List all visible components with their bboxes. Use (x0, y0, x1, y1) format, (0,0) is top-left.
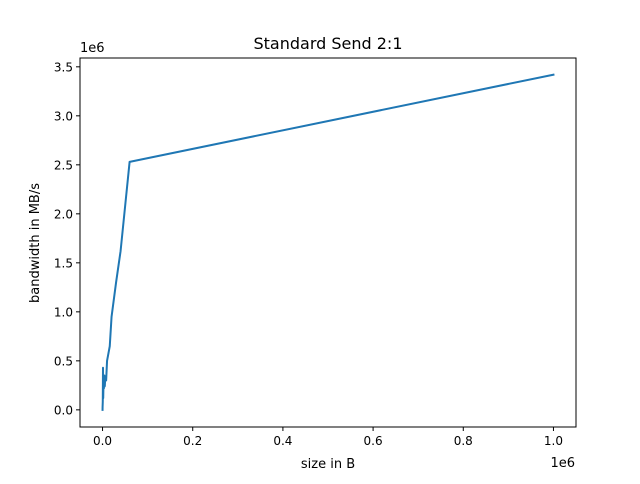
plot-frame (79, 57, 577, 428)
x-axis-label: size in B (301, 457, 355, 472)
axis-ticks: 0.0 0.2 0.4 0.6 0.8 1.0 0.0 0.5 1.0 1.5 2.0 2.5 3.0 3… (54, 60, 563, 448)
x-tick-label: 0.0 (93, 434, 112, 448)
y-tick-label: 3.5 (54, 60, 73, 74)
plot-area (79, 57, 577, 428)
y-tick-label: 2.0 (54, 207, 73, 221)
y-axis-label: bandwidth in MB/s (28, 183, 43, 303)
x-tick-label: 0.4 (273, 434, 292, 448)
chart-title: Standard Send 2:1 (253, 34, 402, 53)
y-tick-label: 3.0 (54, 109, 73, 123)
y-tick-label: 2.5 (54, 158, 73, 172)
y-tick-label: 0.5 (54, 354, 73, 368)
x-tick-label: 0.8 (454, 434, 473, 448)
series-line-0 (101, 73, 555, 411)
y-tick-label: 1.0 (54, 305, 73, 319)
y-tick-label: 1.5 (54, 256, 73, 270)
x-tick-label: 0.2 (183, 434, 202, 448)
y-axis-offset-label: 1e6 (80, 41, 105, 56)
x-axis-offset-label: 1e6 (550, 456, 575, 471)
x-tick-label: 0.6 (364, 434, 383, 448)
y-tick-label: 0.0 (54, 403, 73, 417)
x-tick-label: 1.0 (544, 434, 563, 448)
